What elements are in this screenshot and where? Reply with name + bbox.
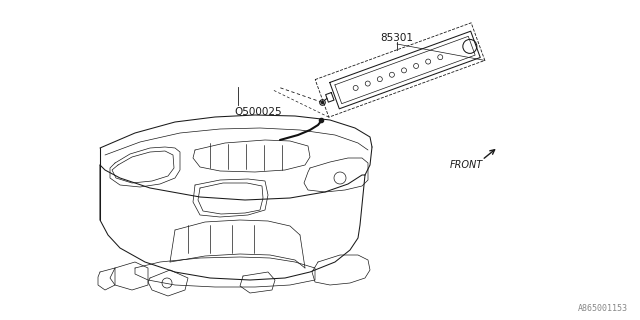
Text: Q500025: Q500025 <box>234 107 282 117</box>
Text: A865001153: A865001153 <box>578 304 628 313</box>
Text: 85301: 85301 <box>381 33 413 43</box>
Text: FRONT: FRONT <box>450 160 483 170</box>
